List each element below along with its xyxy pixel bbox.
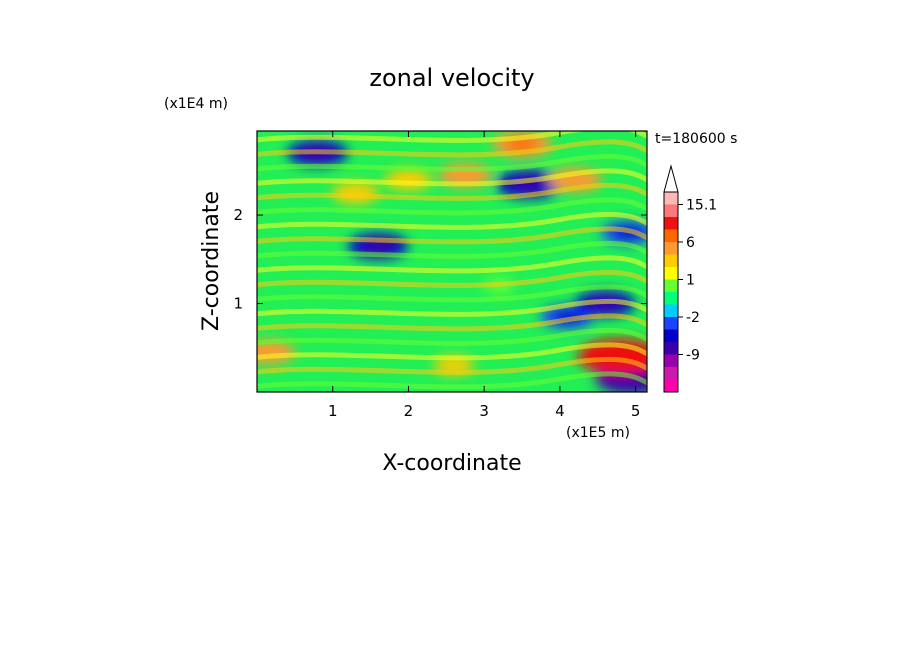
field-streak <box>257 240 647 259</box>
colorbar-swatch <box>664 342 678 355</box>
field-streak <box>257 131 647 143</box>
plot-frame <box>256 130 648 393</box>
colorbar: 15.1 6 1 -2 -9 <box>663 164 717 393</box>
colorbar-swatch <box>664 367 678 380</box>
field-streak <box>257 313 647 332</box>
field-streak <box>257 182 647 201</box>
field-streak <box>257 139 647 158</box>
field-streak <box>257 153 647 172</box>
colorbar-swatch <box>664 267 678 280</box>
field-streak <box>257 226 647 245</box>
field-streak <box>257 269 647 288</box>
heatmap-field <box>257 131 647 392</box>
field-streak <box>257 298 647 317</box>
x-tick-label: 2 <box>404 402 414 420</box>
colorbar-swatch <box>664 317 678 330</box>
x-tick-label: 4 <box>555 402 565 420</box>
colorbar-swatch <box>664 217 678 230</box>
x-tick-label: 5 <box>631 402 641 420</box>
colorbar-label: 15.1 <box>686 198 717 214</box>
field-streak <box>257 211 647 230</box>
colorbar-label: 1 <box>686 273 695 289</box>
field-streak <box>257 327 647 346</box>
field-streak <box>257 356 647 375</box>
colorbar-swatch <box>664 204 678 218</box>
field-streak <box>257 342 647 361</box>
colorbar-frame <box>663 191 679 393</box>
velocity-feature-core <box>450 168 480 182</box>
y-axis-label: Z-coordinate <box>199 191 224 331</box>
colorbar-swatch <box>664 379 678 393</box>
colorbar-label: 6 <box>686 235 695 251</box>
x-axis-unit: (x1E5 m) <box>566 425 630 441</box>
colorbar-swatch <box>664 304 678 318</box>
colorbar-label: -2 <box>686 310 700 326</box>
field-streak <box>257 168 647 187</box>
x-tick-label: 3 <box>479 402 489 420</box>
x-axis-label: X-coordinate <box>382 451 521 476</box>
colorbar-swatch <box>664 329 678 343</box>
field-streak <box>257 197 647 216</box>
y-axis-unit: (x1E4 m) <box>164 96 228 112</box>
time-label: t=180600 s <box>655 131 737 147</box>
chart-title: zonal velocity <box>369 64 534 92</box>
colorbar-swatch <box>664 192 678 205</box>
field-streak <box>257 284 647 303</box>
colorbar-overflow-arrow <box>663 164 679 193</box>
x-tick-label: 1 <box>328 402 338 420</box>
field-streak <box>257 371 647 390</box>
y-axis-ticks: 12 <box>233 206 647 313</box>
y-tick-label: 2 <box>233 206 243 224</box>
colorbar-swatch <box>664 254 678 268</box>
field-streak <box>257 255 647 274</box>
x-axis-ticks: 1 2 3 4 5 <box>328 131 640 420</box>
y-tick-label: 1 <box>233 295 243 313</box>
colorbar-swatch <box>664 354 678 368</box>
colorbar-swatch <box>664 292 678 305</box>
colorbar-label: -9 <box>686 348 700 364</box>
colorbar-swatch <box>664 229 678 243</box>
velocity-feature-core <box>442 360 466 371</box>
colorbar-swatch <box>664 279 678 293</box>
colorbar-swatch <box>664 242 678 255</box>
